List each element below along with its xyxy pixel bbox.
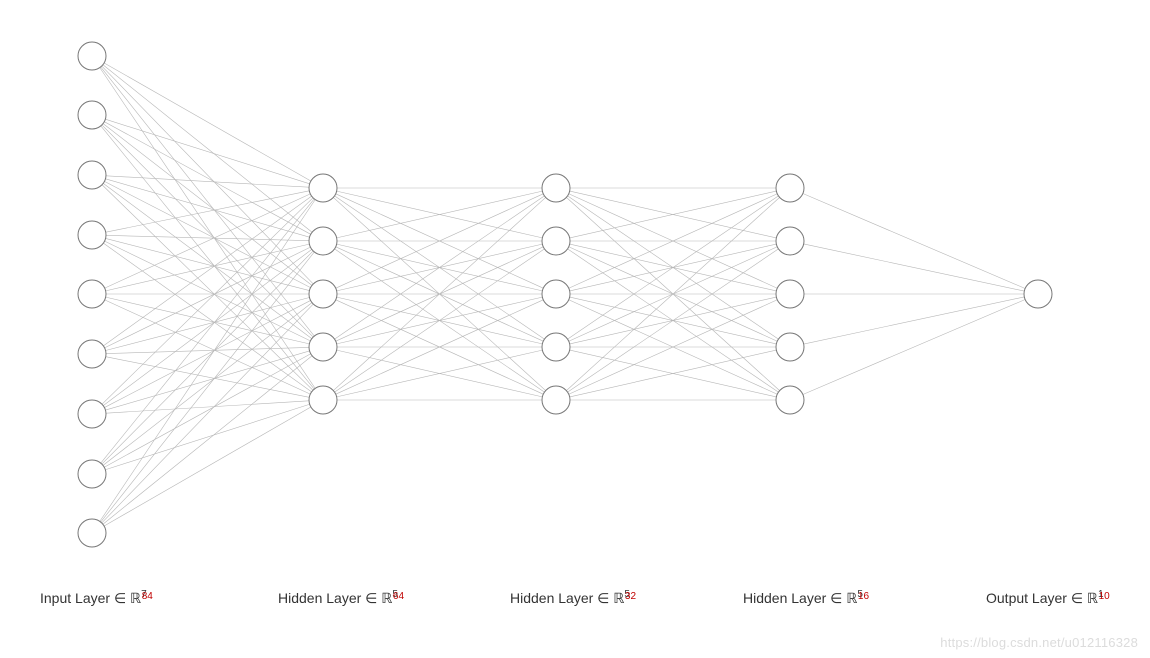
- layer-label-prefix: Hidden Layer ∈: [278, 590, 381, 606]
- edge: [804, 297, 1025, 344]
- edge: [106, 244, 310, 291]
- layer-label-R: ℝ: [130, 590, 141, 606]
- edge: [101, 126, 314, 389]
- layer-label-sup-red: 10: [1099, 591, 1111, 602]
- edge: [804, 244, 1025, 291]
- node-input-1: [78, 101, 106, 129]
- node-hidden2-2: [542, 280, 570, 308]
- node-output-0: [1024, 280, 1052, 308]
- edge: [106, 401, 309, 413]
- layer-label-hidden1: Hidden Layer ∈ ℝ564: [278, 589, 404, 606]
- node-hidden3-0: [776, 174, 804, 202]
- edge: [106, 235, 309, 240]
- layer-label-sup-red: 64: [393, 591, 405, 602]
- edge: [102, 198, 313, 404]
- edge: [103, 356, 312, 524]
- edge: [106, 297, 310, 344]
- layer-label-prefix: Hidden Layer ∈: [510, 590, 613, 606]
- layer-label-sup-red: 84: [142, 591, 154, 602]
- edge: [106, 176, 309, 187]
- edge: [105, 241, 311, 341]
- node-input-7: [78, 460, 106, 488]
- node-hidden2-4: [542, 386, 570, 414]
- node-hidden1-0: [309, 174, 337, 202]
- edge: [100, 200, 315, 522]
- node-hidden1-2: [309, 280, 337, 308]
- node-hidden3-3: [776, 333, 804, 361]
- edge: [106, 347, 309, 353]
- node-input-2: [78, 161, 106, 189]
- node-input-3: [78, 221, 106, 249]
- edge: [103, 249, 312, 405]
- node-input-8: [78, 519, 106, 547]
- edge: [104, 354, 310, 468]
- edge: [803, 300, 1025, 395]
- edge: [106, 191, 310, 232]
- node-hidden3-1: [776, 227, 804, 255]
- node-hidden1-1: [309, 227, 337, 255]
- layer-label-sup-red: 32: [625, 591, 637, 602]
- node-hidden2-0: [542, 174, 570, 202]
- edge: [102, 185, 313, 390]
- layer-label-sup-red: 16: [858, 591, 870, 602]
- edge: [104, 181, 310, 287]
- edge: [100, 68, 315, 389]
- edge: [101, 252, 315, 522]
- node-input-0: [78, 42, 106, 70]
- edge: [103, 303, 312, 466]
- nodes-group: [78, 42, 1052, 547]
- node-input-5: [78, 340, 106, 368]
- node-input-4: [78, 280, 106, 308]
- layer-label-R: ℝ: [381, 590, 392, 606]
- edge: [102, 125, 313, 337]
- layer-label-prefix: Input Layer ∈: [40, 590, 130, 606]
- labels-group: Input Layer ∈ ℝ784Hidden Layer ∈ ℝ564Hid…: [40, 589, 1110, 606]
- edge: [105, 247, 311, 348]
- edge: [104, 407, 311, 526]
- edge: [103, 243, 311, 392]
- edge: [803, 194, 1025, 289]
- layer-label-prefix: Hidden Layer ∈: [743, 590, 846, 606]
- layer-label-hidden3: Hidden Layer ∈ ℝ516: [743, 589, 869, 606]
- node-hidden2-3: [542, 333, 570, 361]
- node-input-6: [78, 400, 106, 428]
- layer-label-input: Input Layer ∈ ℝ784: [40, 589, 153, 606]
- node-hidden3-2: [776, 280, 804, 308]
- layer-label-hidden2: Hidden Layer ∈ ℝ532: [510, 589, 636, 606]
- node-hidden1-3: [309, 333, 337, 361]
- layer-label-R: ℝ: [613, 590, 624, 606]
- layer-label-R: ℝ: [1087, 590, 1098, 606]
- edge: [105, 351, 309, 410]
- edge: [101, 67, 315, 336]
- neural-network-diagram: Input Layer ∈ ℝ784Hidden Layer ∈ ℝ564Hid…: [0, 0, 1150, 658]
- edge: [106, 238, 310, 290]
- node-hidden1-4: [309, 386, 337, 414]
- node-hidden2-1: [542, 227, 570, 255]
- layer-label-output: Output Layer ∈ ℝ110: [986, 589, 1110, 606]
- edge: [106, 298, 310, 351]
- layer-label-prefix: Output Layer ∈: [986, 590, 1087, 606]
- edge: [105, 119, 309, 184]
- node-hidden3-4: [776, 386, 804, 414]
- edge: [105, 300, 311, 394]
- edge: [104, 63, 311, 181]
- edge: [102, 251, 313, 464]
- layer-label-R: ℝ: [846, 590, 857, 606]
- edge: [103, 196, 311, 346]
- edge: [105, 404, 309, 469]
